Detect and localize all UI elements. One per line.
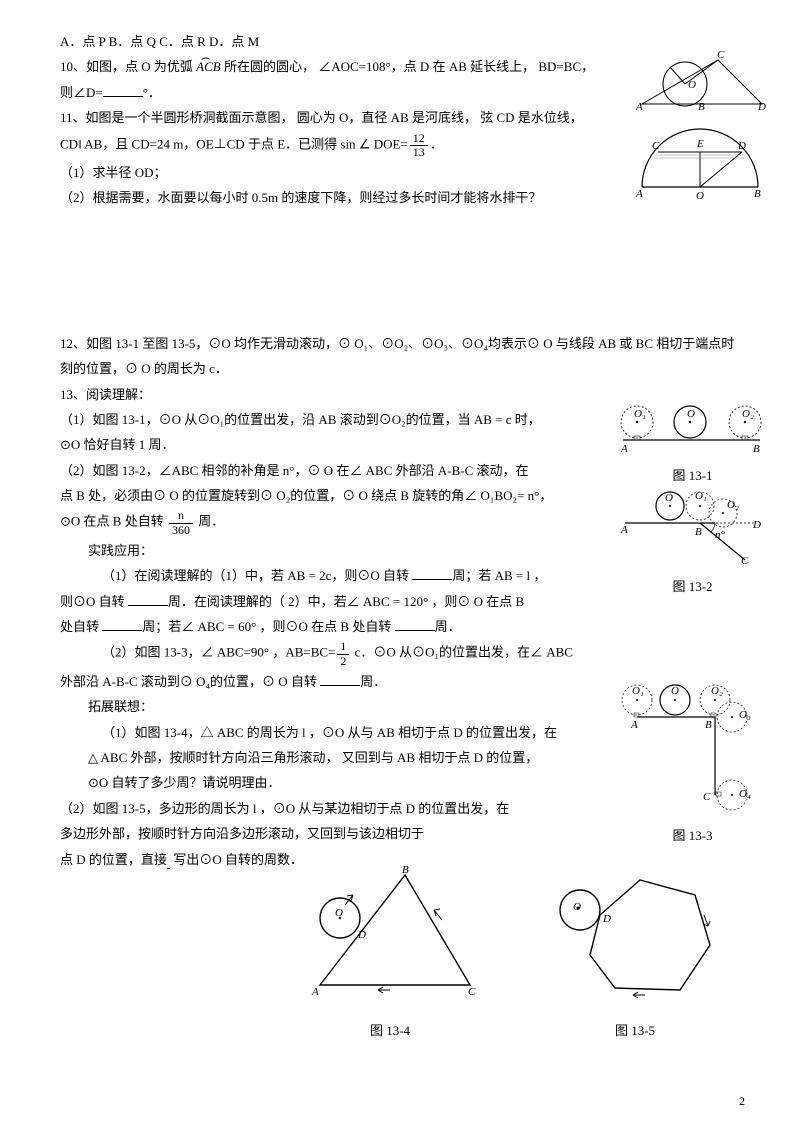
figure-13-2: OO₁O₂ ABn°DC 图 13-2 xyxy=(615,488,770,599)
practice-2a: （2）如图 13-3，∠ ABC=90° ，AB=BC=12 c．⊙O 从⊙O₁… xyxy=(60,640,750,667)
svg-text:A: A xyxy=(635,101,643,113)
svg-text:O: O xyxy=(696,190,704,202)
q12-line1: 12、如图 13-1 至图 13-5，⊙O 均作无滑动滚动，⊙ O₁、⊙O₂、⊙… xyxy=(60,332,750,355)
svg-text:B: B xyxy=(698,101,705,113)
blank-angle-d[interactable] xyxy=(103,83,143,97)
svg-text:O: O xyxy=(335,907,343,919)
svg-text:C: C xyxy=(741,555,749,566)
svg-text:B: B xyxy=(402,864,409,876)
svg-text:O₂: O₂ xyxy=(727,499,739,511)
svg-text:O₁: O₁ xyxy=(695,490,707,502)
svg-text:O: O xyxy=(573,901,581,913)
svg-text:O₁: O₁ xyxy=(632,685,644,697)
svg-text:B: B xyxy=(705,719,712,731)
svg-text:O: O xyxy=(665,492,673,504)
svg-text:C: C xyxy=(468,986,476,998)
blank-p2[interactable] xyxy=(320,672,360,686)
svg-text:O: O xyxy=(687,408,695,420)
figure-13-5: O D 图 13-5 xyxy=(545,860,725,1043)
svg-text:A: A xyxy=(630,719,638,731)
figure-q10: C O A B D xyxy=(630,48,770,125)
svg-text:A: A xyxy=(311,986,319,998)
svg-text:C: C xyxy=(652,140,660,152)
blank-p1d[interactable] xyxy=(395,617,435,631)
blank-p1a[interactable] xyxy=(412,566,452,580)
svg-text:A: A xyxy=(620,443,628,455)
svg-text:D: D xyxy=(752,519,761,531)
blank-p1b[interactable] xyxy=(128,592,168,606)
svg-text:C: C xyxy=(703,791,711,803)
fraction-1-2: 12 xyxy=(337,640,349,667)
svg-text:O₂: O₂ xyxy=(711,685,723,697)
svg-text:E: E xyxy=(696,138,704,150)
svg-text:O₃: O₃ xyxy=(739,709,751,721)
svg-text:n°: n° xyxy=(715,529,726,541)
svg-text:B: B xyxy=(754,188,761,200)
svg-text:B: B xyxy=(695,526,702,538)
svg-text:D: D xyxy=(357,929,366,941)
svg-text:D: D xyxy=(602,913,611,925)
figure-q11: C E D A O B xyxy=(630,122,770,211)
practice-1c: 处自转 周；若∠ ABC = 60° ，则⊙O 在点 B 处自转 周． xyxy=(60,615,750,638)
blank-p1c xyxy=(102,617,142,631)
svg-text:A: A xyxy=(620,524,628,536)
svg-text:O: O xyxy=(671,685,679,697)
svg-text:B: B xyxy=(753,443,760,455)
svg-text:O₂: O₂ xyxy=(742,408,754,420)
svg-text:D: D xyxy=(737,140,746,152)
figure-13-3: O₁OO₂ O₃O₄ ABC 图 13-3 xyxy=(615,680,770,848)
svg-text:A: A xyxy=(635,188,643,200)
page-number: 2 xyxy=(739,1091,745,1113)
figure-13-4: O D B A C 图 13-4 xyxy=(290,850,490,1043)
figure-13-1: O₁OO₂ AB 图 13-1 xyxy=(615,400,770,488)
q12-line2: 刻的位置，⊙ O 的周长为 c． xyxy=(60,357,750,380)
svg-text:C: C xyxy=(717,49,725,61)
fraction-n-360: n360 xyxy=(169,509,193,536)
svg-text:O₄: O₄ xyxy=(739,788,751,800)
svg-text:D: D xyxy=(757,101,766,113)
fraction-12-13: 1213 xyxy=(410,132,428,159)
svg-text:O: O xyxy=(688,79,696,91)
svg-text:O₁: O₁ xyxy=(634,408,646,420)
